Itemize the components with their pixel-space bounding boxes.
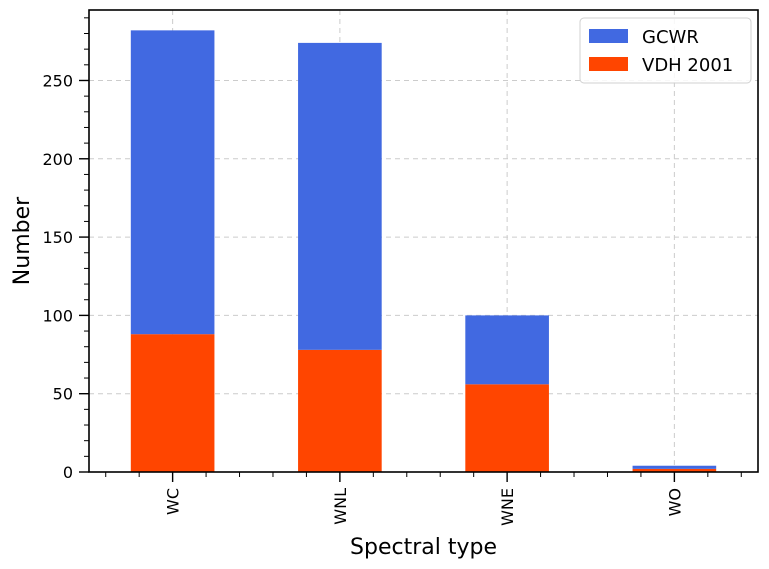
bar-wne-gcwr — [465, 315, 549, 385]
bar-wo-vdh-2001 — [632, 468, 717, 472]
x-tick-label: WC — [164, 488, 183, 515]
legend: GCWR VDH 2001 — [579, 17, 752, 84]
y-tick-label: 50 — [53, 385, 73, 404]
bar-wnl-gcwr — [298, 42, 382, 350]
bar-wc-vdh-2001 — [130, 334, 215, 472]
y-tick-label: 0 — [63, 463, 73, 482]
y-tick-label: 100 — [42, 306, 73, 325]
bar-wne-vdh-2001 — [465, 384, 549, 472]
x-axis-title: Spectral type — [350, 535, 497, 560]
y-tick-label: 200 — [42, 150, 73, 169]
y-axis-title: Number — [10, 196, 35, 285]
x-tick-label: WNL — [331, 488, 350, 525]
bar-wnl-vdh-2001 — [298, 349, 382, 472]
bars — [130, 30, 717, 472]
ticks: 0 50 100 150 200 250 WC WNL WNE WO — [42, 17, 742, 526]
legend-swatch-gcwr — [589, 29, 628, 43]
legend-label-vdh-2001: VDH 2001 — [642, 55, 733, 76]
x-tick-label: WNE — [498, 488, 517, 526]
bar-wc-gcwr — [130, 30, 215, 335]
legend-swatch-vdh-2001 — [589, 57, 628, 71]
x-tick-label: WO — [665, 488, 684, 516]
legend-label-gcwr: GCWR — [642, 27, 699, 48]
bar-wo-gcwr — [632, 465, 717, 469]
plot-frame — [88, 9, 759, 473]
y-tick-label: 250 — [42, 71, 73, 90]
y-tick-label: 150 — [42, 228, 73, 247]
